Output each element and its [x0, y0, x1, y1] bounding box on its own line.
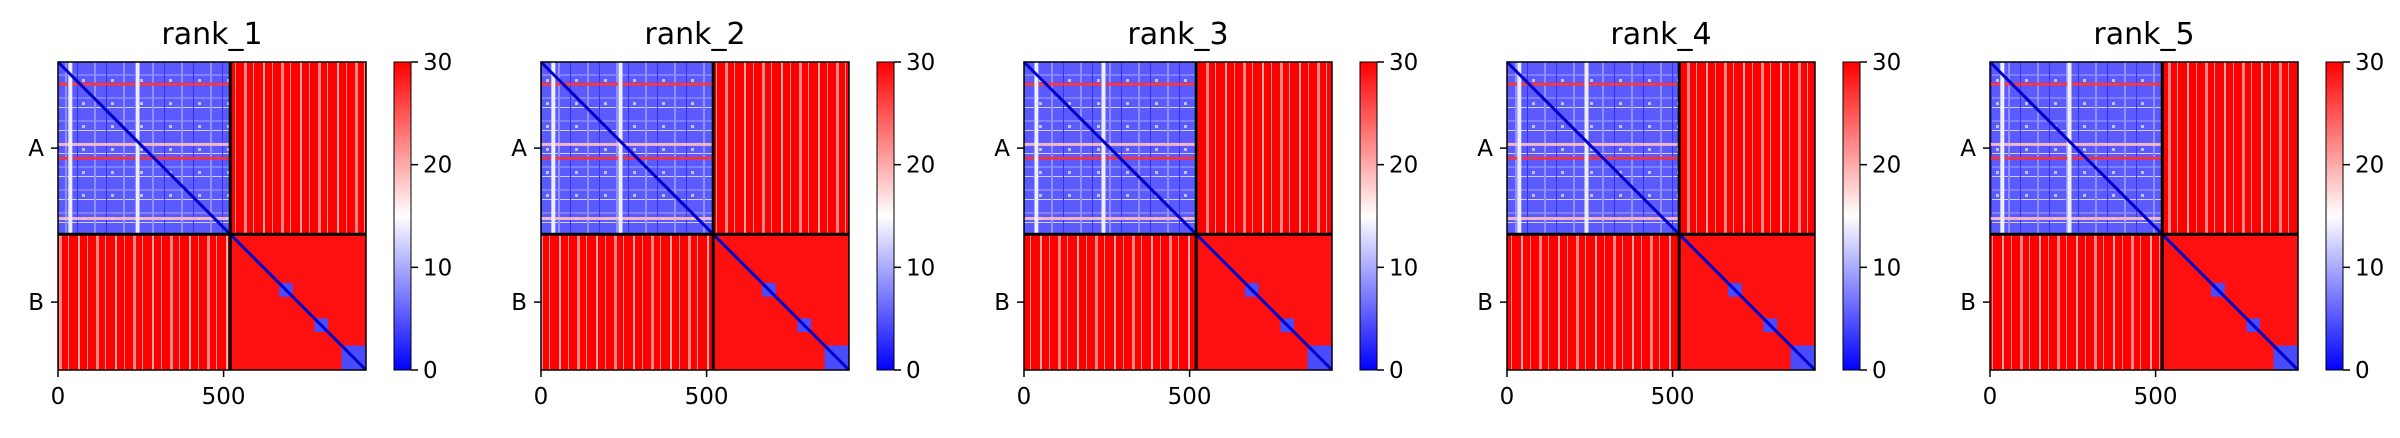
colorbar-tick-label: 20: [906, 153, 935, 179]
chain-a-column: [1101, 62, 1106, 235]
chain-a-stripe: [1507, 142, 1680, 146]
chain-a-stripe: [58, 216, 231, 220]
panel-rank_3: rank_3 0 500 A B 0 10 20 30: [994, 17, 1418, 410]
colorbar-tick-label: 30: [423, 50, 452, 76]
chain-a-stripe: [1024, 142, 1197, 146]
panel-title: rank_1: [161, 17, 262, 52]
panel-title: rank_4: [1610, 17, 1711, 52]
chain-a-stripe: [541, 82, 714, 86]
colorbar-tick-label: 0: [423, 358, 438, 384]
panel-rank_1: rank_1 0 500 A B 0 10 20 30: [28, 17, 452, 410]
x-tick-label: 0: [1017, 384, 1032, 410]
diagonal: [56, 60, 368, 372]
plot-frame: [1023, 61, 1333, 371]
x-tick-label: 500: [1168, 384, 1212, 410]
x-tick-label: 0: [1983, 384, 1998, 410]
x-tick-label: 500: [202, 384, 246, 410]
x-tick-label: 500: [685, 384, 729, 410]
plot-frame: [1989, 61, 2299, 371]
chain-a-column: [618, 62, 623, 235]
diagonal: [539, 60, 851, 372]
chain-label-A: A: [28, 136, 44, 162]
chain-label-B: B: [994, 290, 1010, 316]
colorbar-tick-label: 20: [423, 153, 452, 179]
chain-a-stripe: [1990, 82, 2163, 86]
chain-label-A: A: [511, 136, 527, 162]
colorbar: [876, 61, 895, 371]
colorbar-tick-label: 0: [2355, 358, 2370, 384]
chain-label-B: B: [1477, 290, 1493, 316]
chain-a-stripe: [58, 142, 231, 146]
chain-label-B: B: [511, 290, 527, 316]
x-tick-label: 0: [51, 384, 66, 410]
panel-rank_2: rank_2 0 500 A B 0 10 20 30: [511, 17, 935, 410]
panel-rank_4: rank_4 0 500 A B 0 10 20 30: [1477, 17, 1901, 410]
chain-label-A: A: [1477, 136, 1493, 162]
chain-a-stripe: [541, 156, 714, 160]
diagonal: [1505, 60, 1817, 372]
chain-a-stripe: [1990, 142, 2163, 146]
colorbar-tick-label: 20: [2355, 153, 2384, 179]
chain-a-stripe: [1990, 156, 2163, 160]
colorbar: [2325, 61, 2344, 371]
colorbar-tick-label: 10: [2355, 255, 2384, 281]
chain-a-stripe: [541, 142, 714, 146]
panel-title: rank_2: [644, 17, 745, 52]
chain-a-stripe: [1990, 216, 2163, 220]
colorbar-tick-label: 0: [1389, 358, 1404, 384]
panel-rank_5: rank_5 0 500 A B 0 10 20 30: [1960, 17, 2384, 410]
chain-a-stripe: [1507, 216, 1680, 220]
colorbar: [1842, 61, 1861, 371]
chain-label-B: B: [1960, 290, 1976, 316]
plot-frame: [57, 61, 367, 371]
x-tick-label: 500: [2134, 384, 2178, 410]
panel-title: rank_5: [2093, 17, 2194, 52]
x-tick-label: 0: [1500, 384, 1515, 410]
chain-a-column: [1517, 62, 1522, 235]
diagonal: [1022, 60, 1334, 372]
colorbar-tick-label: 20: [1872, 153, 1901, 179]
chain-a-column: [68, 62, 73, 235]
chain-a-column: [1034, 62, 1039, 235]
x-tick-label: 0: [534, 384, 549, 410]
chain-a-stripe: [541, 216, 714, 220]
chain-a-stripe: [1024, 216, 1197, 220]
colorbar-tick-label: 30: [1872, 50, 1901, 76]
chain-a-stripe: [1024, 82, 1197, 86]
colorbar-tick-label: 0: [906, 358, 921, 384]
panel-title: rank_3: [1127, 17, 1228, 52]
colorbar: [393, 61, 412, 371]
colorbar-tick-label: 10: [423, 255, 452, 281]
colorbar-tick-label: 30: [906, 50, 935, 76]
colorbar-tick-label: 0: [1872, 358, 1887, 384]
plot-frame: [1506, 61, 1816, 371]
chain-a-stripe: [58, 156, 231, 160]
chain-label-A: A: [994, 136, 1010, 162]
chain-a-column: [135, 62, 140, 235]
chain-a-stripe: [1024, 156, 1197, 160]
chain-a-column: [551, 62, 556, 235]
colorbar: [1359, 61, 1378, 371]
colorbar-tick-label: 30: [2355, 50, 2384, 76]
chain-a-stripe: [58, 82, 231, 86]
chain-a-column: [2000, 62, 2005, 235]
plot-frame: [540, 61, 850, 371]
colorbar-tick-label: 10: [1389, 255, 1418, 281]
chain-label-A: A: [1960, 136, 1976, 162]
colorbar-tick-label: 10: [1872, 255, 1901, 281]
chain-label-B: B: [28, 290, 44, 316]
colorbar-tick-label: 30: [1389, 50, 1418, 76]
chain-a-column: [2067, 62, 2072, 235]
chain-a-column: [1584, 62, 1589, 235]
colorbar-tick-label: 20: [1389, 153, 1418, 179]
x-tick-label: 500: [1651, 384, 1695, 410]
diagonal: [1988, 60, 2300, 372]
chain-a-stripe: [1507, 82, 1680, 86]
chain-a-stripe: [1507, 156, 1680, 160]
colorbar-tick-label: 10: [906, 255, 935, 281]
